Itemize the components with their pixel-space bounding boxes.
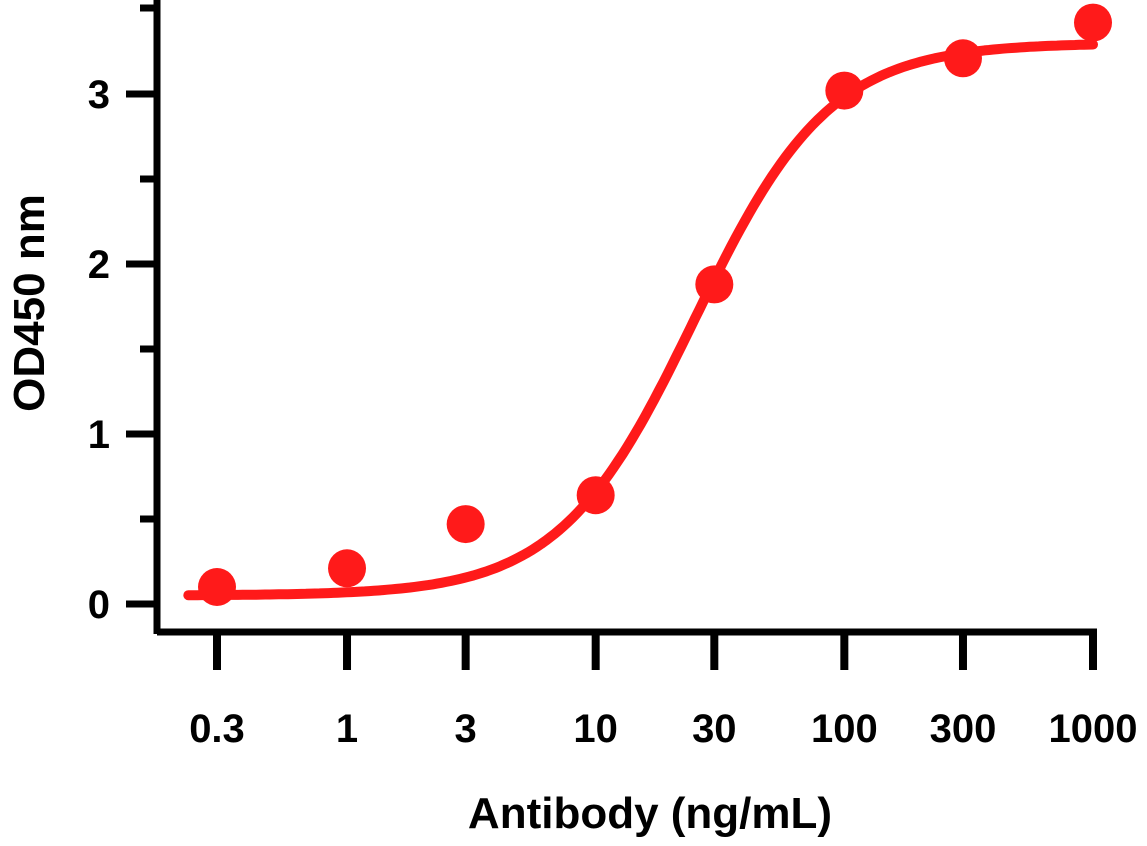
axes [153,0,1097,636]
data-point [695,265,734,304]
x-tick-label: 100 [811,707,878,751]
fit-curve [183,39,1098,601]
x-tick-label: 1 [336,707,358,751]
x-tick-label: 10 [573,707,618,751]
x-tick-label: 300 [930,707,997,751]
ticks [126,4,1097,670]
x-axis-title: Antibody (ng/mL) [468,789,832,838]
y-axis-title: OD450 nm [5,194,54,412]
x-tick-label: 3 [455,707,477,751]
tick-labels: 0 1 2 3 0.3 1 3 10 30 100 300 1000 [88,73,1138,751]
data-point [446,505,485,544]
y-tick-label: 0 [88,583,110,627]
data-points [198,3,1112,606]
data-point [943,39,982,78]
y-tick-label: 2 [88,243,110,287]
x-tick-label: 0.3 [189,707,245,751]
data-point [576,476,615,515]
data-point [1074,3,1112,42]
data-point [198,568,236,606]
x-tick-label: 30 [692,707,737,751]
y-tick-label: 1 [88,413,110,457]
x-tick-label: 1000 [1049,707,1138,751]
y-tick-label: 3 [88,73,110,117]
data-point [825,71,864,110]
data-point [328,549,367,588]
